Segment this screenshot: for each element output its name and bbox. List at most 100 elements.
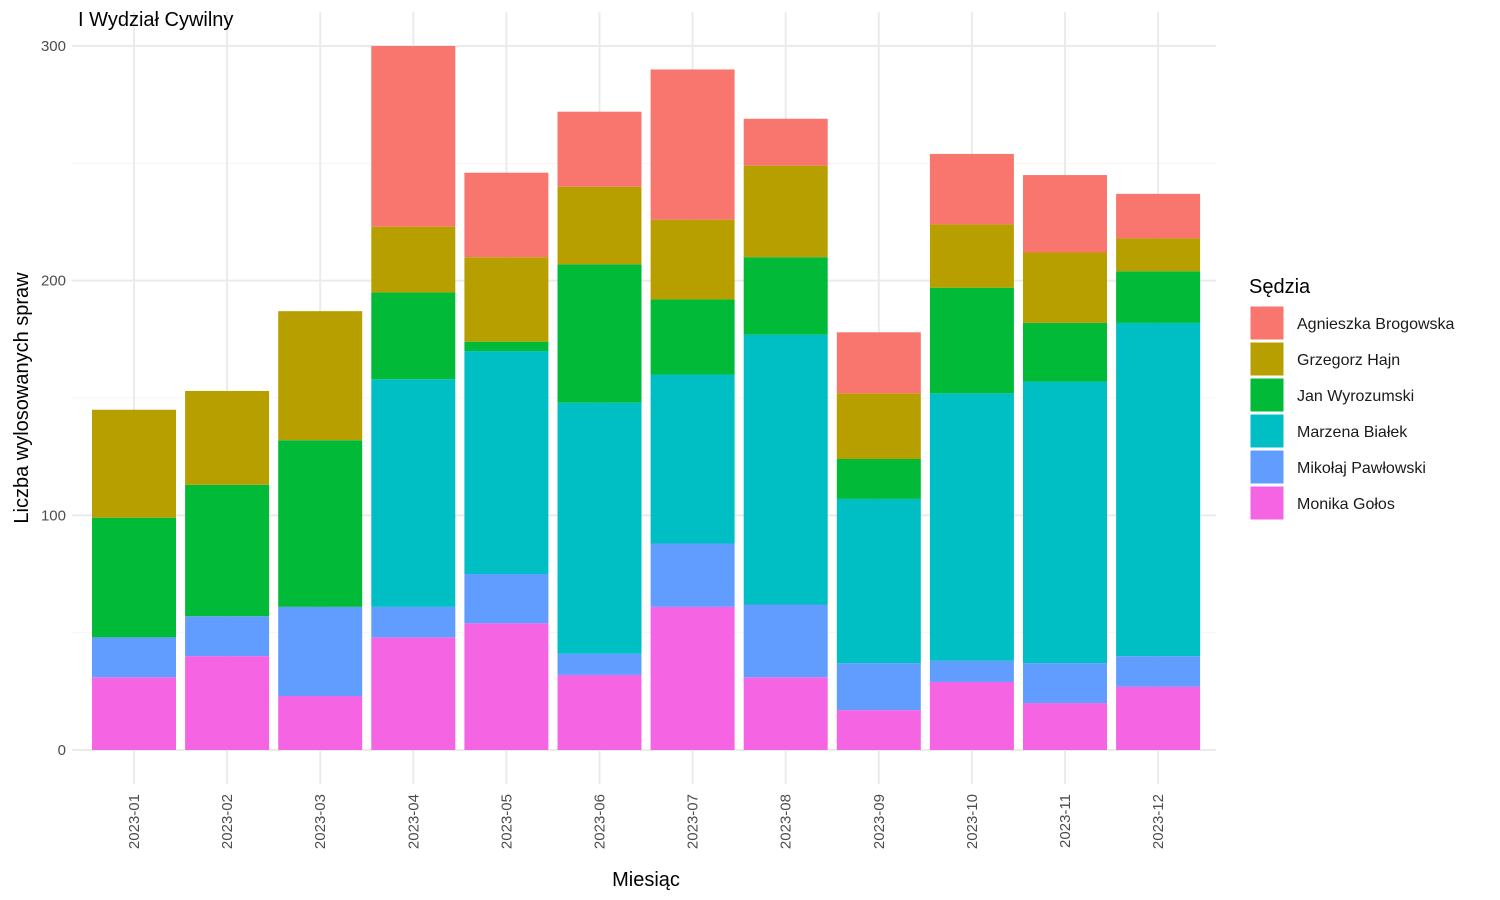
- y-axis-ticks: 0 100 200 300: [41, 38, 66, 759]
- bar-segment: [929, 224, 1014, 288]
- bar-segment: [371, 637, 456, 750]
- legend-title: Sędzia: [1249, 276, 1311, 298]
- bar-segment: [650, 69, 735, 220]
- bar-segment: [371, 226, 456, 293]
- bar-segment: [557, 264, 642, 403]
- x-tick-label: 2023-11: [1057, 794, 1074, 848]
- bar-segment: [278, 440, 363, 607]
- bar-segment: [464, 257, 549, 342]
- bar-segment: [650, 606, 735, 750]
- x-tick-label: 2023-10: [964, 794, 981, 849]
- legend-label: Marzena Białek: [1297, 424, 1408, 441]
- bar-segment: [92, 409, 176, 518]
- bar-segment: [836, 393, 921, 460]
- chart-title: I Wydział Cywilny: [78, 9, 233, 31]
- bar-segment: [929, 287, 1014, 394]
- bar-segment: [1116, 271, 1201, 323]
- x-tick-label: 2023-01: [126, 794, 143, 849]
- legend-key: [1249, 305, 1285, 341]
- y-tick-label: 300: [41, 38, 66, 55]
- bar-segment: [743, 677, 828, 750]
- bar-segment: [92, 517, 176, 638]
- bar-segment: [929, 393, 1014, 661]
- bar-segment: [278, 606, 363, 697]
- legend-key: [1249, 341, 1285, 377]
- x-tick-label: 2023-08: [778, 794, 795, 849]
- bar-segment: [1023, 663, 1107, 704]
- bar-segment: [185, 484, 270, 617]
- bar-segment: [92, 637, 176, 678]
- bar-segment: [464, 351, 549, 574]
- legend-label: Mikołaj Pawłowski: [1297, 460, 1426, 477]
- bar-segment: [1023, 252, 1107, 323]
- legend-key: [1249, 485, 1285, 521]
- bar-segment: [650, 299, 735, 375]
- bar-segment: [836, 498, 921, 664]
- y-tick-label: 100: [41, 507, 66, 524]
- legend-label: Jan Wyrozumski: [1297, 388, 1414, 405]
- bar-segment: [743, 165, 828, 258]
- x-axis-title: Miesiąc: [612, 869, 680, 891]
- bar-segment: [1023, 322, 1107, 382]
- bar-segment: [1116, 656, 1201, 687]
- bar-segment: [557, 402, 642, 654]
- bar-segment: [929, 681, 1014, 750]
- x-tick-label: 2023-03: [312, 794, 329, 849]
- bar-segment: [464, 623, 549, 750]
- bar-segment: [1116, 238, 1201, 272]
- bar-segment: [929, 660, 1014, 682]
- bar-segment: [1023, 703, 1107, 750]
- bar-segment: [1116, 322, 1201, 657]
- bar-segment: [185, 390, 270, 485]
- bar-segment: [836, 663, 921, 711]
- x-tick-label: 2023-06: [592, 794, 609, 849]
- bar-segment: [743, 604, 828, 678]
- legend-label: Agnieszka Brogowska: [1297, 316, 1455, 333]
- bar-segment: [743, 118, 828, 166]
- legend-key: [1249, 377, 1285, 413]
- bar-segment: [278, 696, 363, 750]
- bar-segment: [92, 677, 176, 750]
- bar-segment: [743, 257, 828, 335]
- y-axis-title: Liczba wylosowanych spraw: [11, 272, 33, 524]
- legend-key: [1249, 449, 1285, 485]
- bar-segment: [836, 710, 921, 750]
- bar-segment: [464, 341, 549, 352]
- bar-segment: [557, 653, 642, 675]
- x-tick-label: 2023-04: [405, 794, 422, 849]
- bar-segment: [185, 616, 270, 657]
- bar-segment: [278, 311, 363, 441]
- x-tick-label: 2023-12: [1150, 794, 1167, 849]
- bar-segment: [371, 292, 456, 380]
- bar-segment: [1116, 193, 1201, 239]
- bar-segment: [929, 153, 1014, 225]
- legend: Sędzia Agnieszka Brogowska Grzegorz Hajn J…: [1249, 276, 1455, 521]
- bar-segment: [371, 606, 456, 638]
- bar-segment: [1023, 381, 1107, 664]
- bar-segment: [743, 334, 828, 605]
- bar-segment: [1116, 686, 1201, 750]
- legend-key: [1249, 413, 1285, 449]
- legend-label: Grzegorz Hajn: [1297, 352, 1400, 369]
- x-tick-label: 2023-05: [498, 794, 515, 849]
- bar-segment: [557, 674, 642, 750]
- bar-segment: [464, 172, 549, 258]
- bar-segment: [650, 543, 735, 607]
- bar-segment: [557, 186, 642, 265]
- bar-segment: [185, 656, 270, 750]
- y-tick-label: 200: [41, 273, 66, 290]
- bar-segment: [650, 219, 735, 300]
- bar-segment: [650, 374, 735, 544]
- bar-segment: [1023, 175, 1107, 253]
- bar-segment: [836, 459, 921, 499]
- bars: [92, 46, 1201, 750]
- bar-segment: [371, 379, 456, 607]
- x-tick-label: 2023-09: [871, 794, 888, 849]
- x-tick-label: 2023-07: [685, 794, 702, 849]
- bar-segment: [371, 46, 456, 227]
- bar-segment: [557, 111, 642, 187]
- bar-segment: [836, 332, 921, 394]
- legend-label: Monika Gołos: [1297, 496, 1395, 513]
- x-tick-label: 2023-02: [219, 794, 236, 849]
